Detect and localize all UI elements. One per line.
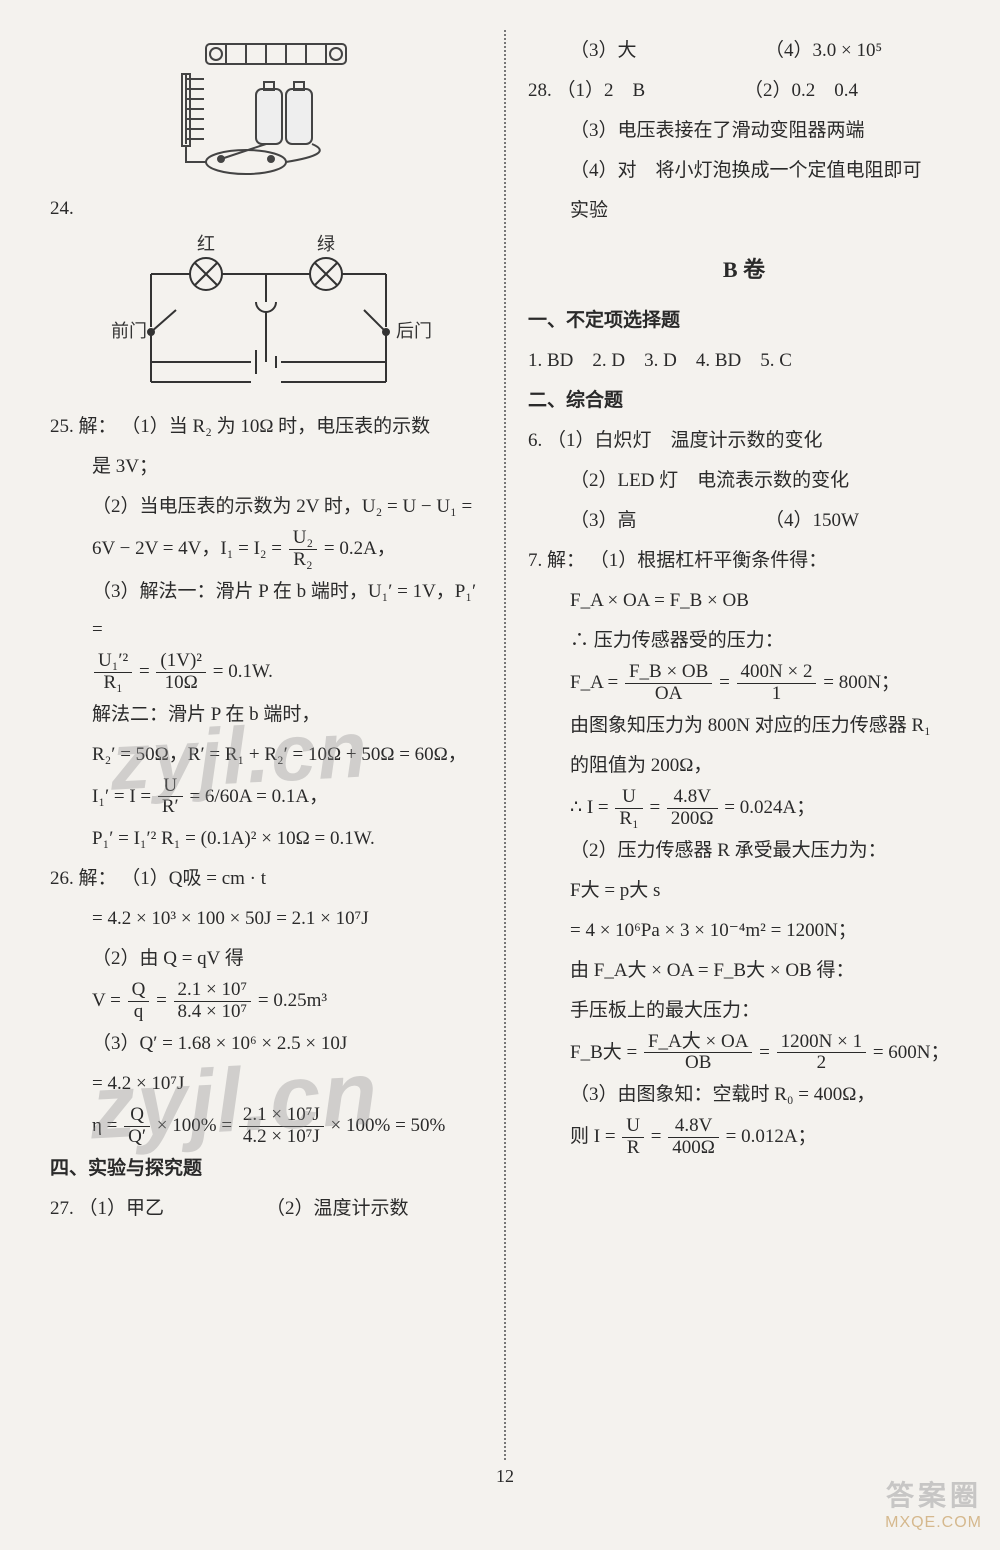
q25-p3c: 解法二：滑片 P 在 b 端时， xyxy=(50,696,482,734)
q26-label: 26. 解： xyxy=(50,868,117,889)
label-back: 后门 xyxy=(396,321,432,341)
q6-a4: （4）150W xyxy=(765,502,960,540)
label-front: 前门 xyxy=(111,321,147,341)
q6-label: 6. xyxy=(528,430,542,451)
q28-label: 28. xyxy=(528,80,552,101)
frac: Qq xyxy=(128,980,150,1023)
frac: UR₁ xyxy=(615,787,642,830)
q7-p11: 手压板上的最大压力： xyxy=(528,992,960,1030)
q25-p3a: （3）解法一：滑片 P 在 b 端时，U₁′ = 1V，P₁′ = xyxy=(50,573,482,649)
label-red: 红 xyxy=(197,234,215,254)
q7-p4: F_A = F_B × OBOA = 400N × 21 = 800N； xyxy=(528,662,960,705)
q27-a2: （2）温度计示数 xyxy=(266,1190,482,1228)
q7-p5b: 的阻值为 200Ω， xyxy=(528,747,960,785)
left-column: 24. 红 绿 xyxy=(50,30,504,1460)
q6-a2: （2）LED 灯 电流表示数的变化 xyxy=(528,462,960,500)
q24-label: 24. xyxy=(50,198,74,219)
two-column-layout: 24. 红 绿 xyxy=(50,30,960,1460)
page: zyjl.cn zyjl.cn xyxy=(0,0,1000,1550)
q24-circuit-diagram: 红 绿 xyxy=(96,232,436,402)
q25-p3b: U₁′²R₁ = (1V)²10Ω = 0.1W. xyxy=(50,651,482,694)
q28-a1: （1）2 B xyxy=(557,80,646,101)
q26-p3c: η = QQ′ × 100% = 2.1 × 10⁷J4.2 × 10⁷J × … xyxy=(50,1105,482,1148)
q25-label: 25. 解： xyxy=(50,416,117,437)
q7-p12: F_B大 = F_A大 × OAOB = 1200N × 12 = 600N； xyxy=(528,1032,960,1075)
q25-p1b: 是 3V； xyxy=(50,448,482,486)
frac: 1200N × 12 xyxy=(777,1032,866,1075)
mc-answers: 1. BD 2. D 3. D 4. BD 5. C xyxy=(528,342,960,380)
q7-p1: （1）根据杠杆平衡条件得： xyxy=(590,550,828,571)
q25-p3e: I₁′ = I = UR′ = 6/60A = 0.1A， xyxy=(50,776,482,819)
frac: 4.8V200Ω xyxy=(667,787,718,830)
q27-a4: （4）3.0 × 10⁵ xyxy=(765,32,960,70)
q27-a3: （3）大 xyxy=(570,32,765,70)
frac: UR xyxy=(622,1116,644,1159)
q7-p5: 由图象知压力为 800N 对应的压力传感器 R₁ xyxy=(528,707,960,745)
q28-a4b: 实验 xyxy=(528,192,960,230)
frac: 2.1 × 10⁷J4.2 × 10⁷J xyxy=(239,1105,324,1148)
frac: U₁′²R₁ xyxy=(94,651,132,694)
q7-p14: 则 I = UR = 4.8V400Ω = 0.012A； xyxy=(528,1116,960,1159)
page-number: 12 xyxy=(50,1466,960,1487)
q25-p3f: P₁′ = I₁′² R₁ = (0.1A)² × 10Ω = 0.1W. xyxy=(50,820,482,858)
q7-p8: F大 = p大 s xyxy=(528,872,960,910)
q25-p1: （1）当 R₂ 为 10Ω 时，电压表的示数 xyxy=(121,416,430,437)
q27-label: 27. xyxy=(50,1198,74,1219)
frac: F_B × OBOA xyxy=(625,662,712,705)
section-4-heading: 四、实验与探究题 xyxy=(50,1150,482,1188)
q26-p1: （1）Q吸 = cm · t xyxy=(121,868,266,889)
q7-p6: ∴ I = UR₁ = 4.8V200Ω = 0.024A； xyxy=(528,787,960,830)
q26-p2: （2）由 Q = qV 得 xyxy=(50,940,482,978)
relay-diagram xyxy=(136,34,396,184)
frac: QQ′ xyxy=(124,1105,150,1148)
q6: 6. （1）白炽灯 温度计示数的变化 xyxy=(528,422,960,460)
frac: (1V)²10Ω xyxy=(156,651,206,694)
q26-p1b: = 4.2 × 10³ × 100 × 50J = 2.1 × 10⁷J xyxy=(50,900,482,938)
frac: 400N × 21 xyxy=(737,662,817,705)
q7-p3: ∴ 压力传感器受的压力： xyxy=(528,622,960,660)
frac: UR′ xyxy=(158,776,183,819)
q27: 27. （1）甲乙 （2）温度计示数 xyxy=(50,1190,482,1228)
q26-p3: （3）Q′ = 1.68 × 10⁶ × 2.5 × 10J xyxy=(50,1025,482,1063)
q27-cont: （3）大 （4）3.0 × 10⁵ xyxy=(528,32,960,70)
q7-p10: 由 F_A大 × OA = F_B大 × OB 得： xyxy=(528,952,960,990)
frac: 2.1 × 10⁷8.4 × 10⁷ xyxy=(174,980,252,1023)
q28-a3: （3）电压表接在了滑动变阻器两端 xyxy=(528,112,960,150)
q24: 24. 红 绿 xyxy=(50,190,482,402)
section-2-heading: 二、综合题 xyxy=(528,382,960,420)
q7-p7: （2）压力传感器 R 承受最大压力为： xyxy=(528,832,960,870)
frac: F_A大 × OAOB xyxy=(644,1032,752,1075)
stamp-line2: MXQE.COM xyxy=(885,1514,982,1532)
q25-p2a: （2）当电压表的示数为 2V 时，U₂ = U − U₁ = xyxy=(50,488,482,526)
q26-p2b: V = Qq = 2.1 × 10⁷8.4 × 10⁷ = 0.25m³ xyxy=(50,980,482,1023)
q26-p3b: = 4.2 × 10⁷J xyxy=(50,1065,482,1103)
q25: 25. 解： （1）当 R₂ 为 10Ω 时，电压表的示数 xyxy=(50,408,482,446)
frac: U₂R₂ xyxy=(289,528,317,571)
right-column: （3）大 （4）3.0 × 10⁵ 28. （1）2 B （2）0.2 0.4 … xyxy=(506,30,960,1460)
q27-a1: （1）甲乙 xyxy=(79,1198,165,1219)
q26: 26. 解： （1）Q吸 = cm · t xyxy=(50,860,482,898)
q7-p2: F_A × OA = F_B × OB xyxy=(528,582,960,620)
q6-a3: （3）高 xyxy=(570,502,765,540)
q6-row: （3）高 （4）150W xyxy=(528,502,960,540)
q7-p13: （3）由图象知：空载时 R₀ = 400Ω， xyxy=(528,1076,960,1114)
frac: 4.8V400Ω xyxy=(668,1116,719,1159)
b-paper-title: B 卷 xyxy=(528,248,960,292)
label-green: 绿 xyxy=(317,234,335,254)
q6-a1: （1）白炽灯 温度计示数的变化 xyxy=(547,430,823,451)
q28-a2: （2）0.2 0.4 xyxy=(744,72,960,110)
q28-row1: 28. （1）2 B （2）0.2 0.4 xyxy=(528,72,960,110)
q25-p3d: R₂′ = 50Ω，R′ = R₁ + R₂′ = 10Ω + 50Ω = 60… xyxy=(50,736,482,774)
q28-a4: （4）对 将小灯泡换成一个定值电阻即可 xyxy=(528,152,960,190)
q7-label: 7. 解： xyxy=(528,550,585,571)
section-1-heading: 一、不定项选择题 xyxy=(528,302,960,340)
q7: 7. 解： （1）根据杠杆平衡条件得： xyxy=(528,542,960,580)
q7-p9: = 4 × 10⁶Pa × 3 × 10⁻⁴m² = 1200N； xyxy=(528,912,960,950)
q25-p2b: 6V − 2V = 4V，I₁ = I₂ = U₂R₂ = 0.2A， xyxy=(50,528,482,571)
